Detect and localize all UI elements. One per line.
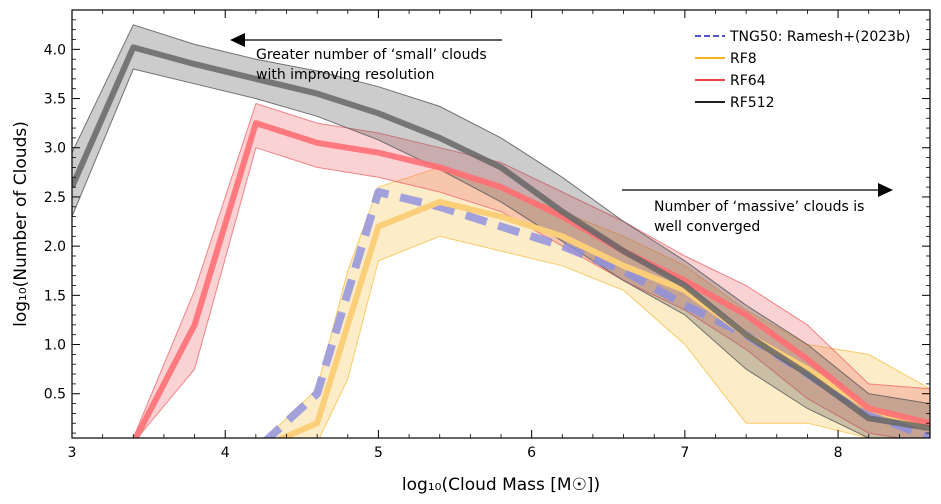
annotation-massive-clouds: well converged <box>654 219 760 235</box>
legend-label: RF8 <box>730 51 757 67</box>
y-tick-label: 4.0 <box>44 42 66 58</box>
y-axis-label: log₁₀(Number of Clouds) <box>11 121 31 327</box>
legend-label: RF64 <box>730 73 766 89</box>
y-tick-label: 3.0 <box>44 141 66 157</box>
legend-label: TNG50: Ramesh+(2023b) <box>729 29 910 45</box>
series-lines <box>72 44 930 438</box>
axes: 3 4 5 6 7 8 0.5 1.0 1.5 2.0 2.5 3.0 3.5 4.0 log₁₀(Clou… <box>11 9 931 495</box>
x-tick-label: 7 <box>680 445 689 461</box>
series-line-rf64 <box>132 120 930 438</box>
x-axis-label: log₁₀(Cloud Mass [M☉]) <box>402 475 600 495</box>
annotations: Greater number of ‘small’ clouds with imp… <box>230 33 893 235</box>
y-tick-label: 2.5 <box>44 190 66 206</box>
arrow-left-head <box>230 33 245 47</box>
annotation-small-clouds: Greater number of ‘small’ clouds <box>256 47 487 63</box>
x-tick-label: 8 <box>834 445 843 461</box>
arrow-right-head <box>878 183 893 197</box>
y-tick-label: 3.5 <box>44 92 66 108</box>
series-line-rf512 <box>72 44 930 432</box>
x-tick-label: 3 <box>68 445 77 461</box>
x-tick-label: 5 <box>374 445 383 461</box>
series-line-rf8 <box>275 198 930 438</box>
uncertainty-bands <box>72 24 930 438</box>
legend-label: RF512 <box>730 95 775 111</box>
annotation-massive-clouds: Number of ‘massive’ clouds is <box>654 199 864 215</box>
x-tick-label: 6 <box>527 445 536 461</box>
band-rf512 <box>72 24 930 438</box>
y-tick-label: 2.0 <box>44 239 66 255</box>
legend: TNG50: Ramesh+(2023b) RF8 RF64 RF512 <box>695 29 910 111</box>
x-tick-label: 4 <box>221 445 230 461</box>
y-tick-label: 1.5 <box>44 288 66 304</box>
y-tick-label: 1.0 <box>44 338 66 354</box>
y-tick-label: 0.5 <box>44 387 66 403</box>
annotation-small-clouds: with improving resolution <box>256 67 434 83</box>
